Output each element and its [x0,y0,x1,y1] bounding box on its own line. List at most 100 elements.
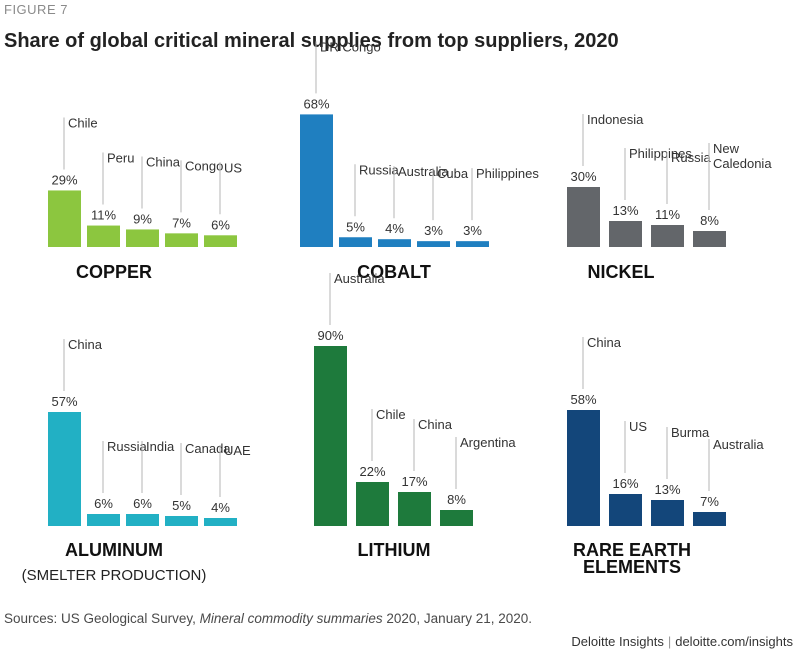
mineral-panel: 68% DR Congo 5% Russia 4% Australia 3% Cuba 3% Ph… [300,39,539,282]
bar [339,237,372,247]
category-label: China [587,335,622,350]
charts-canvas: 29% Chile 11% Peru 9% China 7% Congo 6% US COPPER 6… [22,39,773,584]
panel-title: COBALT [357,262,431,282]
mineral-panel: 30% Indonesia 13% Philippines 11% Russia 8% New… [567,112,772,282]
category-label: US [629,419,647,434]
category-label: China [146,154,181,169]
bar [693,231,726,247]
category-label: China [68,337,103,352]
bar [456,241,489,247]
category-label: Chile [68,115,98,130]
category-label: Burma [671,425,710,440]
value-label: 57% [51,394,77,409]
mineral-panel: 90% Australia 22% Chile 17% China 8% Argentina L… [314,271,516,560]
value-label: 3% [463,223,482,238]
bar [609,494,642,526]
bar [609,221,642,247]
bar [87,514,120,526]
value-label: 17% [401,474,427,489]
value-label: 7% [700,494,719,509]
attribution-site[interactable]: deloitte.com/insights [675,634,793,649]
value-label: 9% [133,211,152,226]
panel-title: RARE EARTH [573,540,691,560]
category-label: Australia [713,437,764,452]
bar [126,229,159,247]
bar [693,512,726,526]
category-label: India [146,439,175,454]
value-label: 4% [385,221,404,236]
value-label: 13% [654,482,680,497]
value-label: 22% [359,464,385,479]
value-label: 29% [51,172,77,187]
category-label: Congo [185,158,223,173]
value-label: 11% [655,207,680,222]
value-label: 7% [172,215,191,230]
category-label: US [224,160,242,175]
bar [398,492,431,526]
bar [48,190,81,247]
panel-title: COPPER [76,262,152,282]
figure-label: FIGURE 7 [4,2,68,17]
panel-title: LITHIUM [358,540,431,560]
panel-title: NICKEL [588,262,655,282]
bar [567,410,600,526]
category-label: Peru [107,151,134,166]
value-label: 11% [91,208,116,223]
value-label: 6% [133,496,152,511]
bar [87,225,120,247]
category-label: Caledonia [713,156,772,171]
category-label: Philippines [629,146,692,161]
panel-title: ELEMENTS [583,557,681,577]
bar [356,482,389,526]
sources-italic: Mineral commodity summaries [199,611,383,626]
category-label: Russia [359,162,400,177]
attribution: Deloitte Insights | deloitte.com/insights [571,634,793,649]
bar [651,500,684,526]
bar [651,225,684,247]
category-label: DR Congo [320,39,381,54]
category-label: China [418,417,453,432]
value-label: 5% [172,498,191,513]
bar [300,114,333,248]
category-label: Australia [334,271,385,286]
mineral-panel: 58% China 16% US 13% Burma 7% Australia RARE EAR… [567,335,764,577]
value-label: 30% [570,169,596,184]
bar [440,510,473,526]
category-label: Indonesia [587,112,644,127]
value-label: 8% [700,213,719,228]
mineral-panel: 57%China6%Russia6%India5%Canada4%UAEALUM… [22,337,251,584]
panel-subtitle: (SMELTER PRODUCTION) [22,567,207,584]
value-label: 13% [612,203,638,218]
value-label: 8% [447,492,466,507]
value-label: 58% [570,392,596,407]
sources-suffix: 2020, January 21, 2020. [382,611,533,626]
category-label: New [713,141,740,156]
bar [204,235,237,247]
bar [314,346,347,526]
category-label: Argentina [460,435,516,450]
panel-title: ALUMINUM [65,540,163,560]
category-label: Russia [107,439,148,454]
value-label: 3% [424,223,443,238]
sources-prefix: Sources: US Geological Survey, [4,611,200,626]
bar [417,241,450,247]
sources-note: Sources: US Geological Survey, Mineral c… [4,611,532,626]
bar [48,412,81,526]
category-label: UAE [224,443,251,458]
category-label: Russia [671,150,712,165]
category-label: Australia [398,164,449,179]
bar [126,514,159,526]
bar [378,239,411,247]
bar [567,187,600,247]
attribution-separator: | [667,634,672,649]
bar [204,518,237,526]
value-label: 6% [211,217,230,232]
chart-title: Share of global critical mineral supplie… [4,30,619,52]
bar [165,233,198,247]
attribution-brand: Deloitte Insights [571,634,664,649]
value-label: 16% [612,476,638,491]
value-label: 5% [346,219,365,234]
mineral-panel: 29% Chile 11% Peru 9% China 7% Congo 6% US COPPER [48,115,242,282]
value-label: 4% [211,500,230,515]
category-label: Chile [376,407,406,422]
